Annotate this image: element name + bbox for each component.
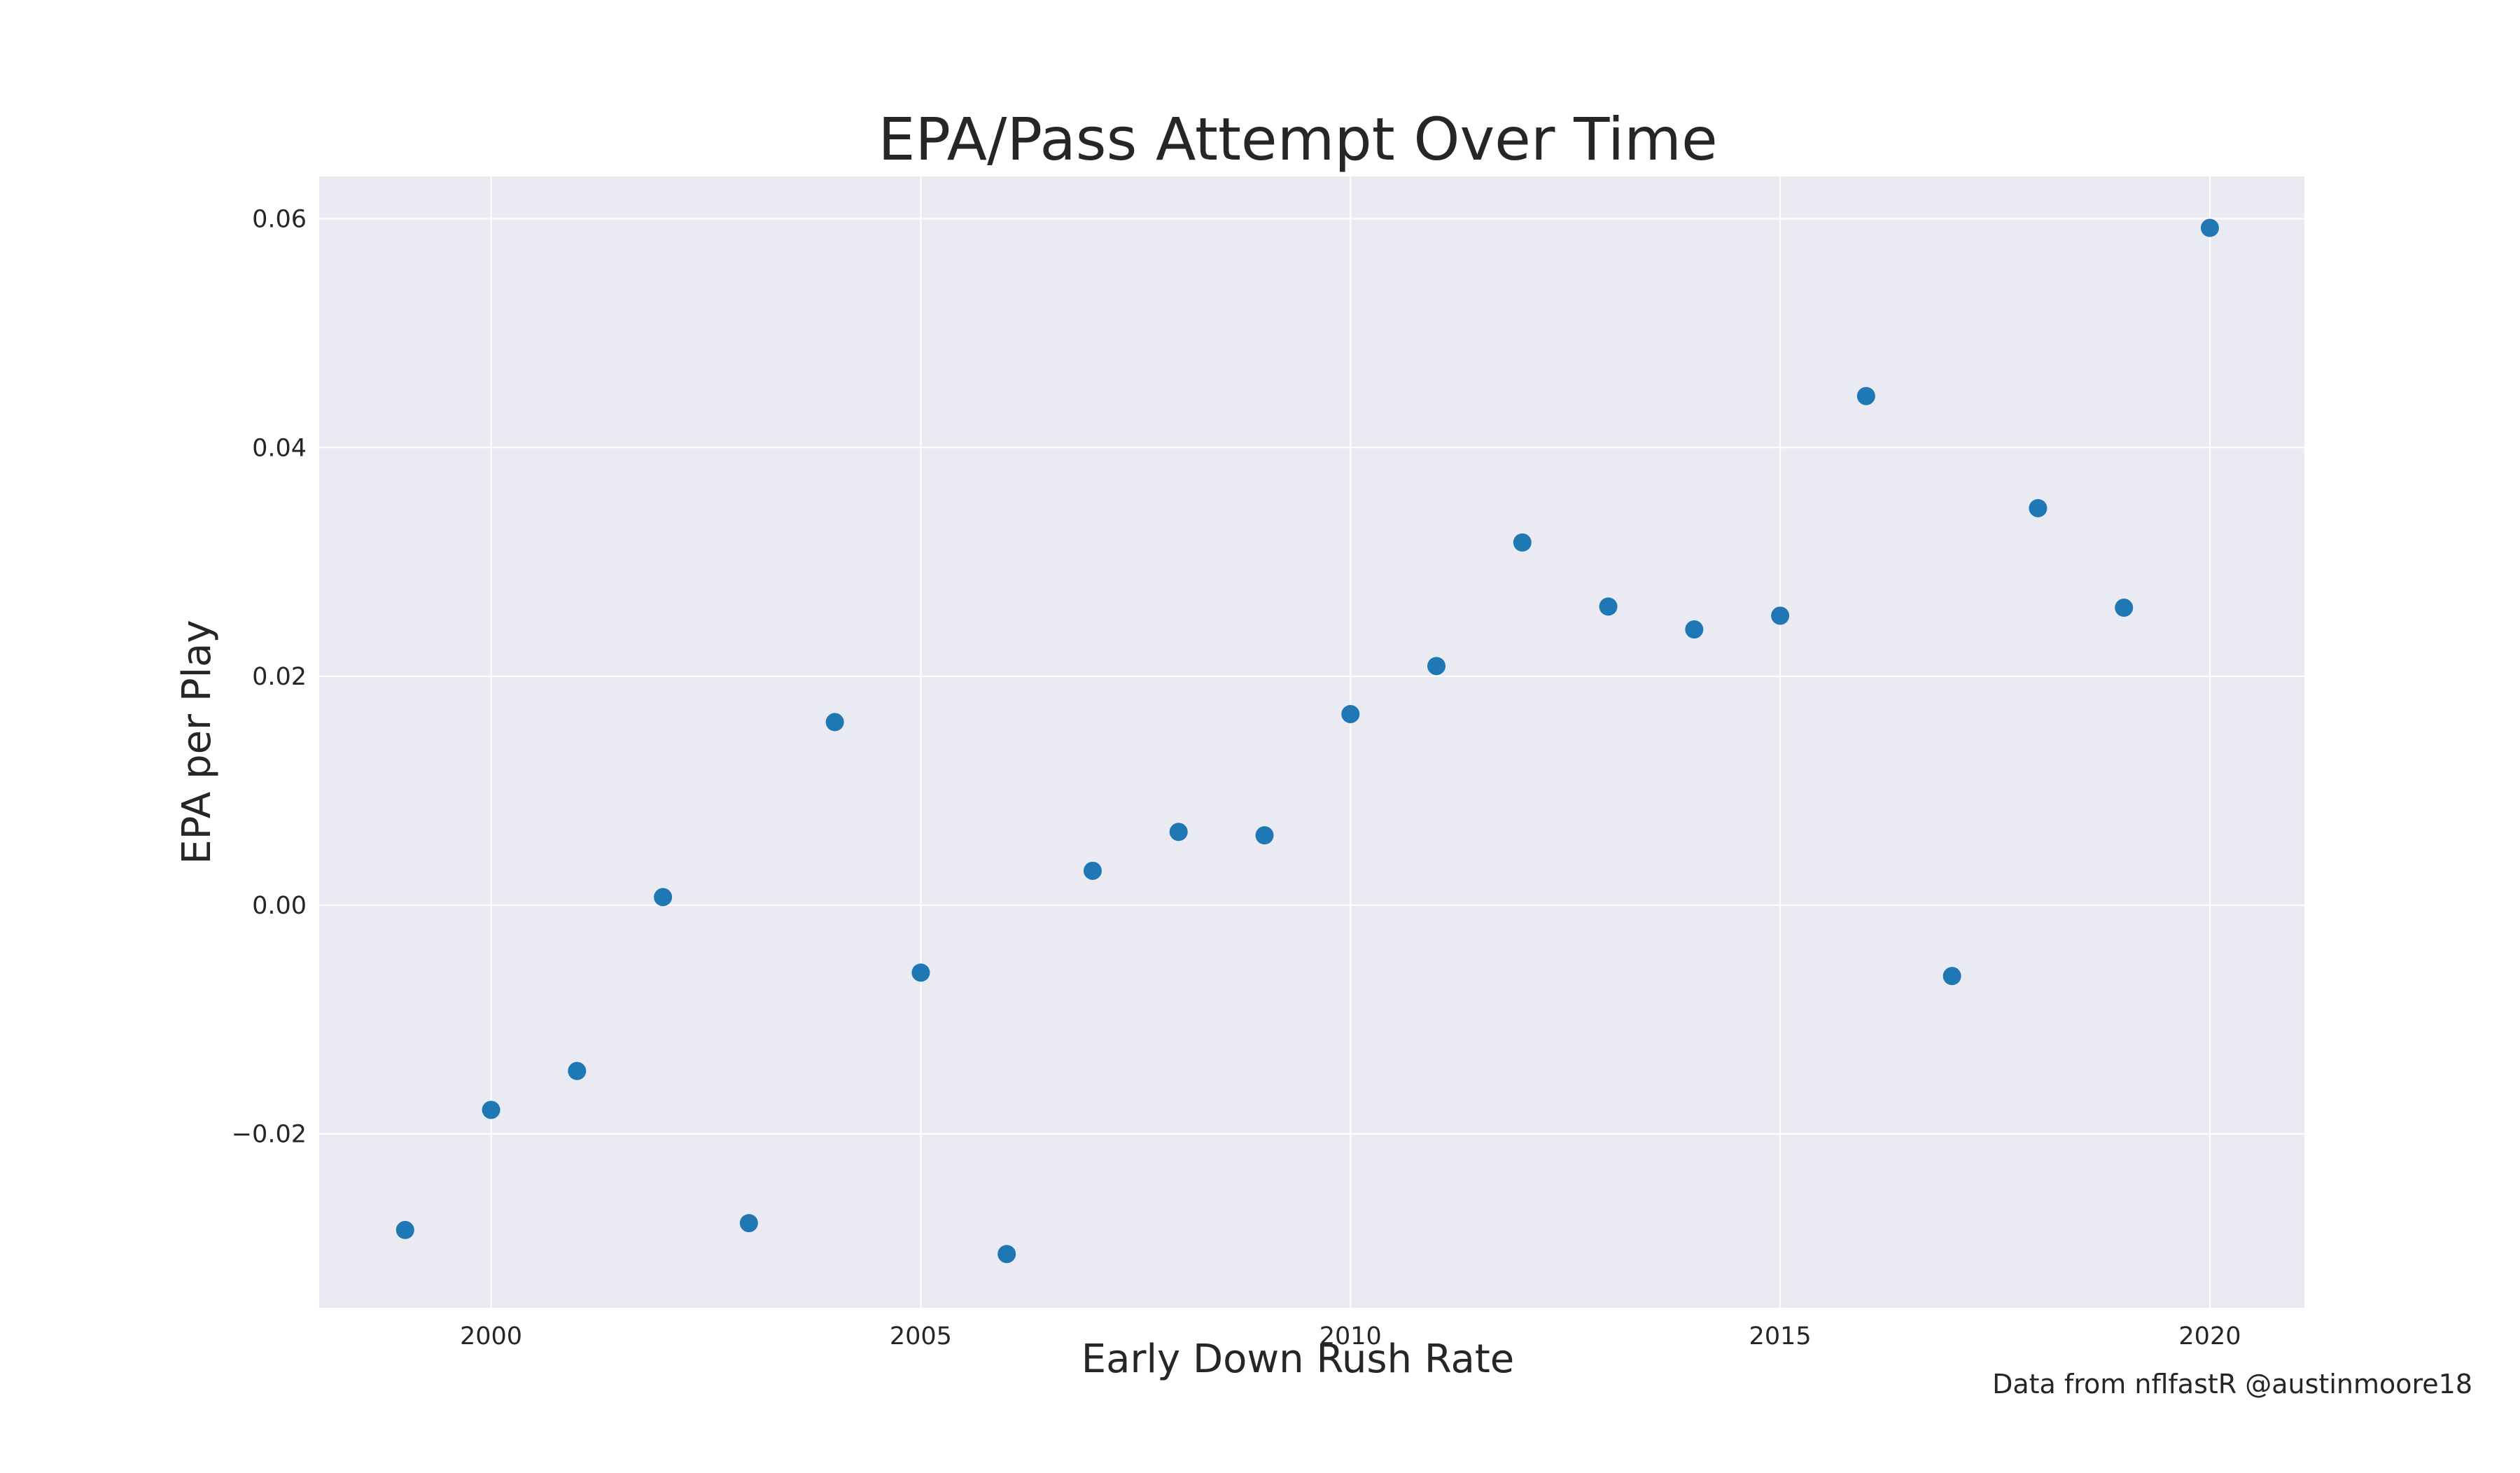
data-point (2115, 599, 2134, 617)
data-point (482, 1101, 500, 1119)
x-axis-label: Early Down Rush Rate (1082, 1336, 1514, 1382)
data-point (2029, 498, 2047, 517)
data-point (997, 1245, 1016, 1264)
data-point (1255, 826, 1274, 845)
data-point (825, 713, 844, 732)
data-point (1513, 533, 1532, 552)
plot-area (319, 176, 2304, 1308)
y-tick-label: 0.04 (252, 434, 307, 462)
y-tick-label: 0.00 (252, 892, 307, 920)
source-annotation: Data from nflfastR @austinmoore18 (1992, 1369, 2472, 1399)
data-points (396, 218, 2219, 1264)
grid-lines (319, 176, 2304, 1308)
data-point (1341, 704, 1360, 723)
x-tick-label: 2005 (890, 1322, 952, 1350)
x-tick-label: 2020 (2178, 1322, 2241, 1350)
data-point (568, 1061, 587, 1080)
chart-title: EPA/Pass Attempt Over Time (878, 105, 1717, 174)
data-point (1427, 657, 1446, 676)
data-point (1169, 823, 1188, 842)
data-point (911, 963, 930, 982)
data-point (1083, 861, 1102, 880)
data-point (2200, 218, 2219, 237)
data-point (1856, 386, 1875, 405)
y-tick-label: −0.02 (232, 1121, 307, 1149)
x-tick-label: 2015 (1749, 1322, 1812, 1350)
data-point (1599, 597, 1618, 616)
data-point (1771, 606, 1790, 625)
tick-labels: 2000 2005 2010 2015 2020 −0.02 0.00 0.02 0.04 0.0… (232, 205, 2241, 1350)
data-point (1942, 967, 1961, 986)
x-tick-label: 2000 (460, 1322, 522, 1350)
y-tick-label: 0.02 (252, 663, 307, 691)
data-point (396, 1220, 414, 1239)
data-point (1685, 620, 1704, 639)
y-tick-label: 0.06 (252, 205, 307, 233)
data-point (654, 888, 673, 907)
y-axis-label: EPA per Play (174, 620, 220, 864)
x-tick-label: 2010 (1320, 1322, 1382, 1350)
data-point (739, 1214, 758, 1233)
